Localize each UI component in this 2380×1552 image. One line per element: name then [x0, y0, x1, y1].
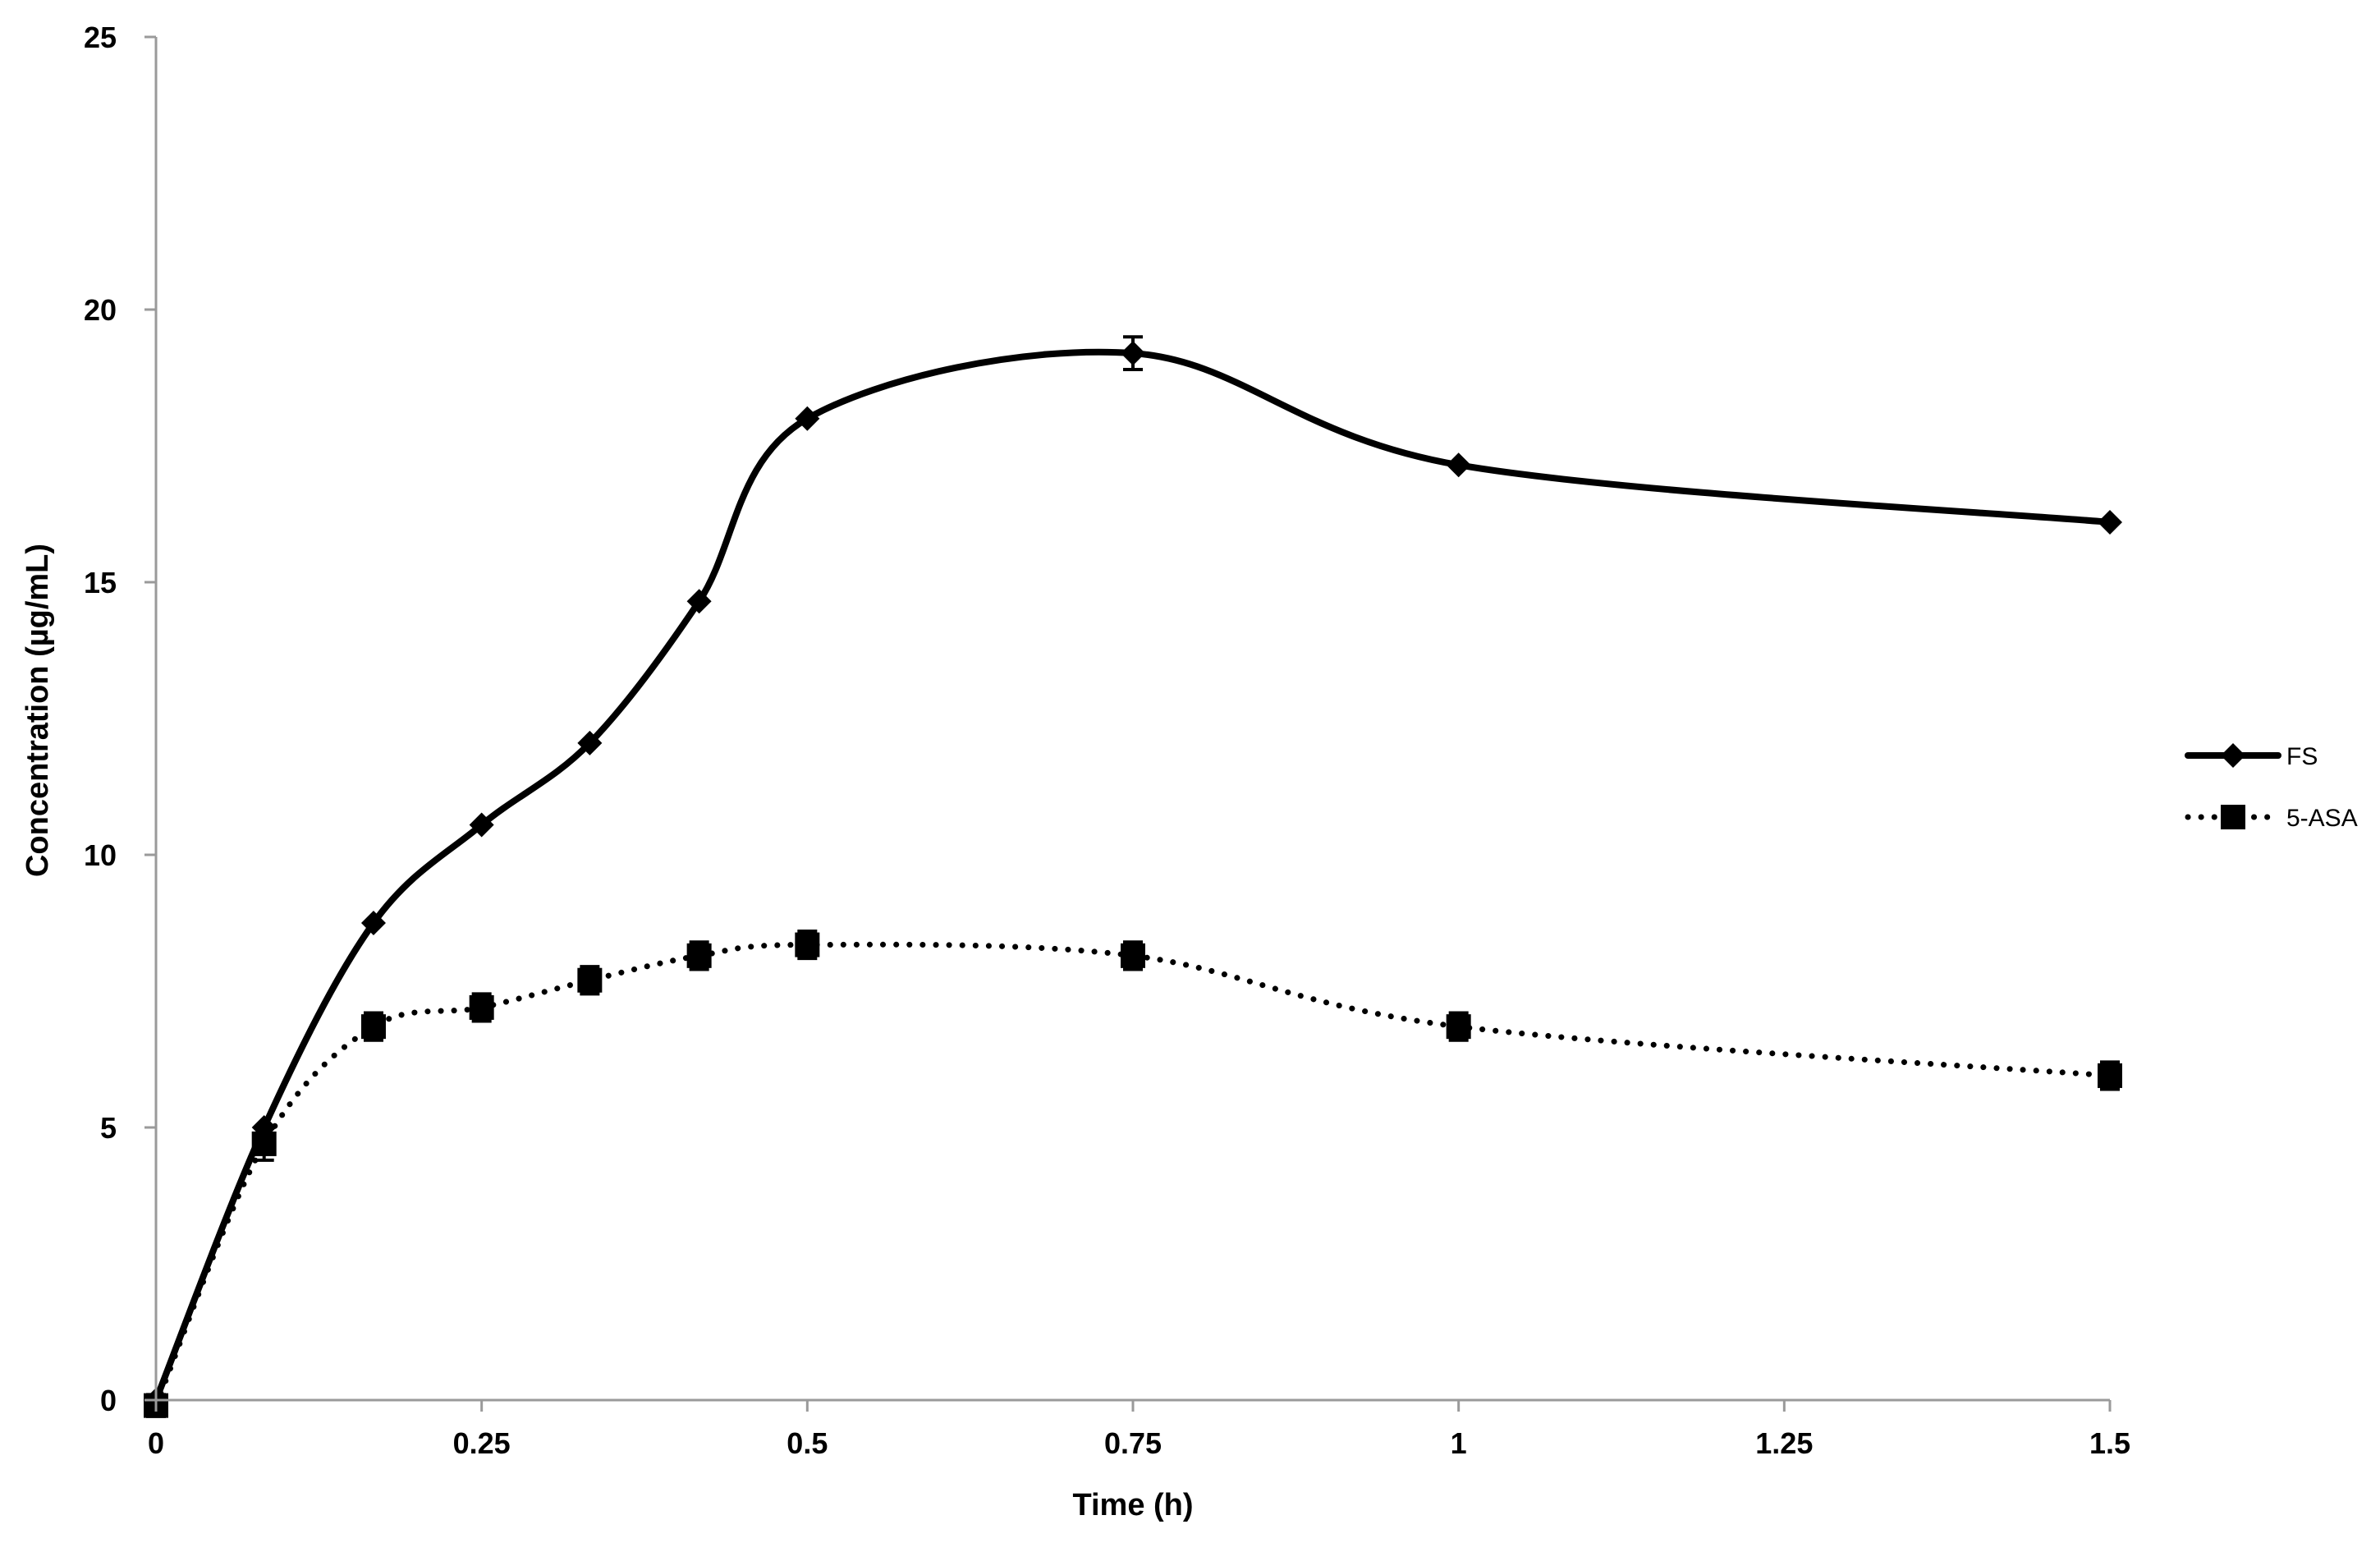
x-tick-label: 0 — [148, 1426, 164, 1460]
legend-marker — [2221, 743, 2245, 768]
data-point — [360, 1014, 386, 1040]
y-tick-label: 20 — [84, 293, 117, 327]
data-point — [251, 1115, 277, 1140]
x-tick-label: 1 — [1451, 1426, 1467, 1460]
legend: FS 5-ASA — [2185, 743, 2358, 832]
y-tick-label: 25 — [84, 21, 117, 54]
legend-item: FS — [2185, 743, 2318, 770]
y-axis-ticks: 0 5 10 15 20 25 — [84, 21, 156, 1417]
y-tick-label: 0 — [100, 1384, 117, 1417]
data-point — [1121, 341, 1145, 366]
data-point — [795, 406, 820, 431]
data-point — [1121, 943, 1145, 968]
data-point — [686, 589, 712, 614]
x-tick-label: 0.75 — [1104, 1426, 1162, 1460]
series-5-asa — [144, 929, 2122, 1418]
data-point — [577, 967, 603, 993]
legend-item: 5-ASA — [2185, 805, 2358, 832]
series-line — [153, 348, 2113, 1403]
x-tick-label: 1.25 — [1755, 1426, 1813, 1460]
series-line — [153, 941, 2113, 1409]
data-point — [577, 730, 603, 755]
data-point — [686, 943, 712, 968]
data-point — [2098, 1063, 2122, 1088]
legend-label: 5-ASA — [2286, 805, 2358, 832]
data-point — [1446, 452, 1471, 478]
series-fs — [144, 335, 2122, 1412]
x-tick-label: 1.5 — [2089, 1426, 2130, 1460]
x-tick-label: 0.5 — [786, 1426, 828, 1460]
data-point — [360, 911, 386, 935]
legend-marker — [2221, 805, 2245, 829]
plot-area — [144, 335, 2122, 1418]
data-point — [469, 994, 494, 1020]
y-tick-label: 15 — [84, 566, 117, 599]
data-point — [2098, 509, 2122, 535]
legend-label: FS — [2286, 743, 2318, 770]
axes — [154, 37, 2110, 1402]
data-point — [795, 932, 820, 957]
data-point — [1446, 1014, 1471, 1040]
y-axis-title: Concentration (µg/mL) — [21, 544, 55, 877]
x-axis-ticks: 0 0.25 0.5 0.75 1 1.25 1.5 — [148, 1400, 2130, 1460]
x-axis-title: Time (h) — [1072, 1488, 1193, 1522]
y-tick-label: 10 — [84, 838, 117, 872]
x-tick-label: 0.25 — [453, 1426, 511, 1460]
y-tick-label: 5 — [100, 1111, 117, 1145]
data-point — [469, 812, 494, 838]
